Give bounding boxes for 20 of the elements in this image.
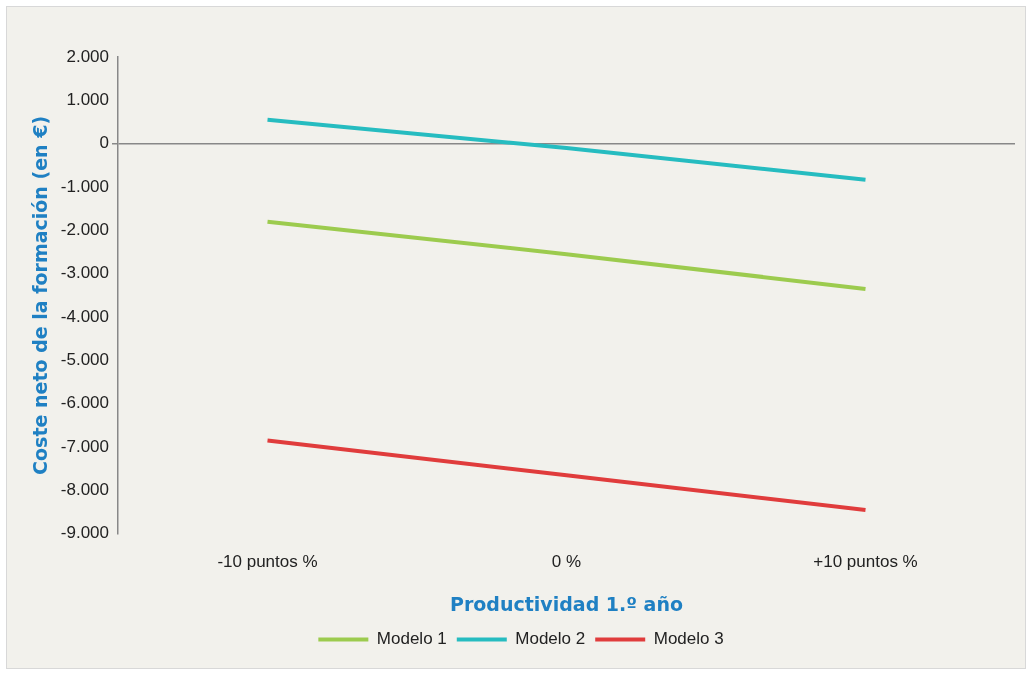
- y-tick-label: 0: [99, 133, 109, 153]
- y-tick-label: 1.000: [66, 90, 109, 110]
- x-tick-label: 0 %: [551, 551, 582, 571]
- y-tick-label: -6.000: [60, 393, 109, 413]
- y-tick-label: -3.000: [60, 263, 109, 283]
- x-tick-label: +10 puntos %: [813, 551, 918, 571]
- x-axis-title: Productividad 1.º año: [449, 592, 684, 615]
- legend-label: Modelo 1: [376, 629, 447, 649]
- y-tick-label: 2.000: [66, 46, 109, 66]
- y-tick-label: -9.000: [60, 523, 109, 543]
- x-tick-label: -10 puntos %: [217, 551, 318, 571]
- y-tick-label: -4.000: [60, 306, 109, 326]
- legend-label: Modelo 3: [653, 629, 724, 649]
- y-tick-label: -5.000: [60, 350, 109, 370]
- y-tick-label: -7.000: [60, 436, 109, 456]
- y-tick-label: -2.000: [60, 220, 109, 240]
- y-tick-label: -8.000: [60, 480, 109, 500]
- legend-label: Modelo 2: [515, 629, 586, 649]
- y-axis-title: Coste neto de la formación (en €): [29, 115, 52, 475]
- y-tick-label: -1.000: [60, 176, 109, 196]
